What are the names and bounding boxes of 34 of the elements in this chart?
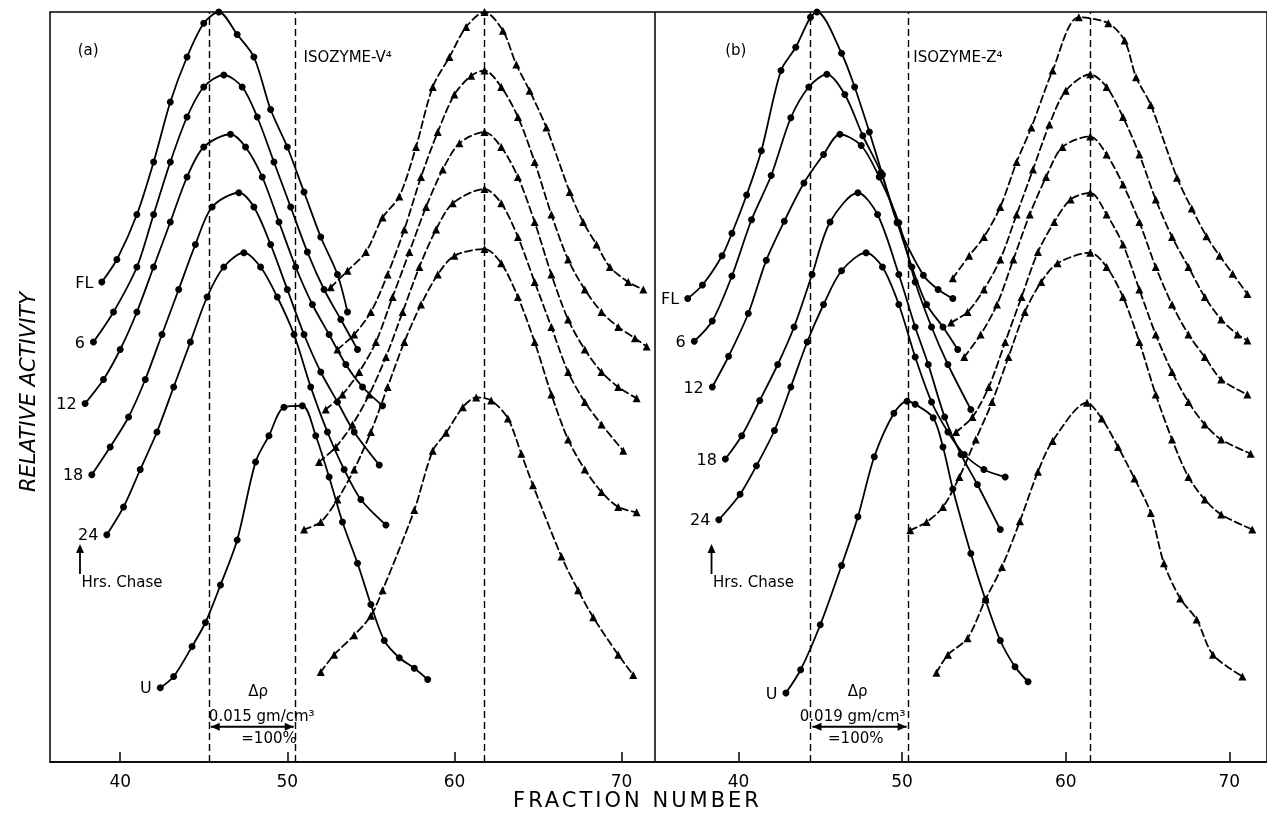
annotation: Δρ <box>248 681 269 700</box>
annotation: Hrs. Chase <box>81 573 163 591</box>
annotation: 0.015 gm/cm³ <box>208 706 315 725</box>
annotation: =100% <box>828 729 884 747</box>
annotation: 0.019 gm/cm³ <box>799 706 906 725</box>
series-label: 12 <box>56 394 77 413</box>
annotation: (b) <box>725 40 747 59</box>
series-label: 12 <box>683 377 704 397</box>
x-tick-label: 60 <box>443 770 466 791</box>
annotation: Δρ <box>847 681 868 700</box>
x-tick-label: 50 <box>276 770 299 791</box>
series-label: FL <box>75 272 94 292</box>
x-tick-label: 70 <box>1218 770 1241 791</box>
annotation: (a) <box>77 40 99 59</box>
annotation: ISOZYME-Z⁴ <box>913 48 1003 66</box>
series-label: 18 <box>696 449 717 469</box>
series-label: U <box>765 683 778 703</box>
x-tick-label: 70 <box>610 770 633 791</box>
x-tick-label: 40 <box>109 770 132 791</box>
series-label: 6 <box>675 331 686 351</box>
series-label: 24 <box>689 510 711 530</box>
series-label: FL <box>661 289 680 308</box>
annotation: =100% <box>241 729 297 747</box>
x-tick-label: 40 <box>727 770 750 791</box>
x-tick-label: 50 <box>891 770 913 791</box>
series-label: 24 <box>77 525 99 545</box>
annotation: ISOZYME-V⁴ <box>303 48 392 66</box>
series-label: 6 <box>74 332 85 352</box>
x-axis-title: FRACTION NUMBER <box>513 788 762 812</box>
series-label: U <box>140 678 152 698</box>
series-label: 18 <box>62 465 84 485</box>
y-axis-title: RELATIVE ACTIVITY <box>16 289 40 492</box>
x-tick-label: 60 <box>1054 770 1077 791</box>
annotation: Hrs. Chase <box>713 573 795 591</box>
